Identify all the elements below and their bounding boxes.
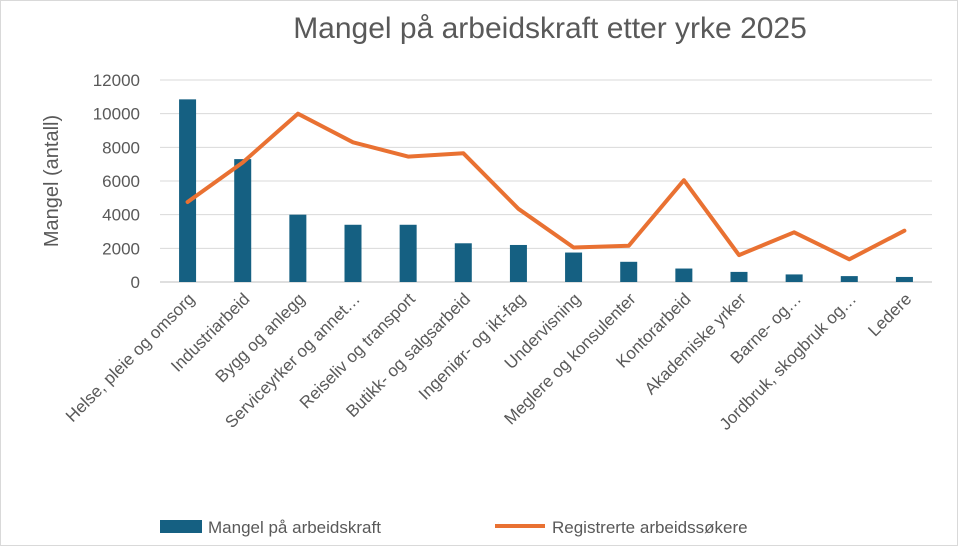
category-label: Akademiske yrker bbox=[641, 289, 750, 398]
bar-series bbox=[179, 99, 913, 282]
bar bbox=[565, 252, 583, 282]
bar bbox=[234, 159, 252, 282]
y-tick-labels: 0 2000 4000 6000 8000 10000 12000 bbox=[93, 71, 140, 292]
y-tick-label: 10000 bbox=[93, 105, 140, 124]
legend-label: Mangel på arbeidskraft bbox=[208, 518, 381, 537]
bar bbox=[289, 214, 307, 282]
legend-swatch-bar bbox=[160, 520, 202, 533]
y-tick-label: 0 bbox=[131, 273, 140, 292]
category-label: Ledere bbox=[864, 289, 915, 340]
bar bbox=[730, 271, 748, 282]
y-tick-label: 6000 bbox=[102, 172, 140, 191]
legend-label: Registrerte arbeidssøkere bbox=[552, 518, 748, 537]
bar bbox=[785, 274, 803, 282]
bar bbox=[399, 224, 417, 282]
bar bbox=[675, 268, 693, 282]
gridlines bbox=[160, 79, 932, 283]
chart-title: Mangel på arbeidskraft etter yrke 2025 bbox=[293, 12, 807, 45]
bar bbox=[344, 224, 362, 282]
y-axis-label: Mangel (antall) bbox=[41, 115, 63, 247]
line-series bbox=[185, 111, 907, 262]
bar bbox=[179, 99, 197, 282]
category-labels: Helse, pleie og omsorgIndustriarbeidBygg… bbox=[62, 289, 915, 434]
series-line bbox=[185, 111, 907, 262]
y-tick-label: 12000 bbox=[93, 71, 140, 90]
bar bbox=[840, 276, 858, 282]
y-tick-label: 4000 bbox=[102, 206, 140, 225]
category-label: Ingeniør- og ikt-fag bbox=[415, 289, 529, 403]
bar bbox=[895, 276, 913, 282]
bar bbox=[454, 243, 472, 282]
y-tick-label: 2000 bbox=[102, 239, 140, 258]
bar bbox=[509, 244, 527, 282]
legend: Mangel på arbeidskraft Registrerte arbeid… bbox=[160, 518, 748, 537]
bar bbox=[620, 261, 638, 282]
y-tick-label: 8000 bbox=[102, 138, 140, 157]
